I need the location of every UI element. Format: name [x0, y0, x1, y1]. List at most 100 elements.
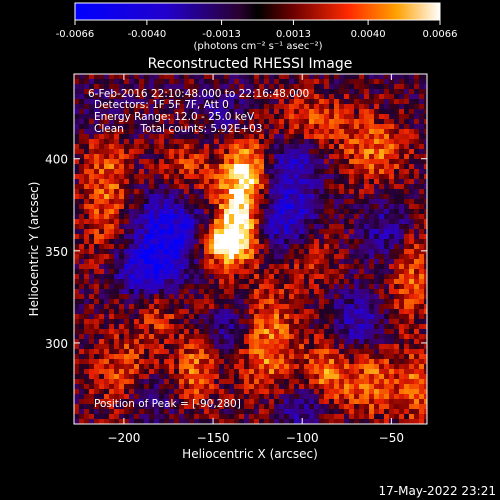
heatmap-cell	[239, 79, 245, 85]
heatmap-cell	[344, 149, 350, 155]
heatmap-cell	[409, 199, 415, 205]
heatmap-cell	[144, 234, 150, 240]
heatmap-cell	[149, 274, 155, 280]
heatmap-cell	[84, 194, 90, 200]
heatmap-cell	[99, 394, 105, 400]
heatmap-cell	[404, 329, 410, 335]
heatmap-cell	[114, 239, 120, 245]
heatmap-cell	[339, 249, 345, 255]
heatmap-cell	[114, 184, 120, 190]
heatmap-cell	[169, 174, 175, 180]
heatmap-cell	[224, 284, 230, 290]
heatmap-cell	[424, 234, 427, 240]
heatmap-cell	[419, 94, 425, 100]
heatmap-cell	[214, 389, 220, 395]
heatmap-cell	[134, 79, 140, 85]
heatmap-cell	[364, 124, 370, 130]
heatmap-cell	[214, 384, 220, 390]
heatmap-cell	[229, 394, 235, 400]
heatmap-cell	[244, 169, 250, 175]
heatmap-cell	[79, 279, 85, 285]
heatmap-cell	[199, 129, 205, 135]
heatmap-cell	[309, 419, 315, 424]
heatmap-cell	[304, 104, 310, 110]
heatmap-cell	[379, 89, 385, 95]
heatmap-cell	[199, 409, 205, 415]
heatmap-cell	[189, 249, 195, 255]
heatmap-cell	[209, 144, 215, 150]
heatmap-cell	[354, 79, 360, 85]
heatmap-cell	[404, 174, 410, 180]
heatmap-cell	[339, 394, 345, 400]
heatmap-cell	[384, 169, 390, 175]
heatmap-cell	[264, 104, 270, 110]
heatmap-cell	[94, 124, 100, 130]
heatmap-cell	[94, 159, 100, 165]
heatmap-cell	[194, 94, 200, 100]
heatmap-cell	[204, 164, 210, 170]
heatmap-cell	[184, 144, 190, 150]
heatmap-cell	[414, 234, 420, 240]
heatmap-cell	[369, 364, 375, 370]
heatmap-cell	[424, 134, 427, 140]
heatmap-cell	[139, 349, 145, 355]
heatmap-cell	[374, 394, 380, 400]
heatmap-cell	[129, 409, 135, 415]
heatmap-cell	[199, 184, 205, 190]
heatmap-cell	[179, 344, 185, 350]
heatmap-cell	[359, 134, 365, 140]
heatmap-cell	[89, 314, 95, 320]
heatmap-cell	[334, 379, 340, 385]
heatmap-cell	[219, 239, 225, 245]
heatmap-cell	[294, 334, 300, 340]
heatmap-cell	[299, 199, 305, 205]
heatmap-cell	[154, 219, 160, 225]
heatmap-cell	[379, 199, 385, 205]
heatmap-cell	[404, 379, 410, 385]
heatmap-cell	[284, 124, 290, 130]
heatmap-cell	[94, 244, 100, 250]
heatmap-cell	[109, 294, 115, 300]
heatmap-cell	[224, 99, 230, 105]
heatmap-cell	[259, 314, 265, 320]
heatmap-cell	[184, 309, 190, 315]
heatmap-cell	[234, 84, 240, 90]
heatmap-cell	[179, 239, 185, 245]
heatmap-cell	[274, 329, 280, 335]
heatmap-cell	[404, 414, 410, 420]
heatmap-cell	[189, 184, 195, 190]
heatmap-cell	[329, 344, 335, 350]
heatmap-cell	[369, 374, 375, 380]
heatmap-cell	[99, 79, 105, 85]
heatmap-cell	[294, 374, 300, 380]
heatmap-cell	[104, 269, 110, 275]
heatmap-cell	[124, 419, 130, 424]
heatmap-cell	[209, 289, 215, 295]
heatmap-cell	[299, 309, 305, 315]
heatmap-cell	[264, 369, 270, 375]
heatmap-cell	[409, 299, 415, 305]
heatmap-cell	[189, 89, 195, 95]
heatmap-cell	[174, 74, 180, 80]
heatmap-cell	[204, 184, 210, 190]
heatmap-cell	[419, 334, 425, 340]
heatmap-cell	[144, 284, 150, 290]
heatmap-cell	[74, 179, 80, 185]
heatmap-cell	[349, 304, 355, 310]
heatmap-cell	[254, 259, 260, 265]
heatmap-cell	[419, 229, 425, 235]
heatmap-cell	[124, 389, 130, 395]
heatmap-cell	[304, 379, 310, 385]
heatmap-cell	[354, 254, 360, 260]
heatmap-cell	[404, 254, 410, 260]
heatmap-cell	[119, 99, 125, 105]
heatmap-cell	[179, 134, 185, 140]
heatmap-cell	[99, 159, 105, 165]
heatmap-cell	[274, 394, 280, 400]
heatmap-cell	[84, 84, 90, 90]
heatmap-cell	[269, 329, 275, 335]
heatmap-cell	[74, 289, 80, 295]
heatmap-cell	[159, 179, 165, 185]
heatmap-cell	[109, 394, 115, 400]
heatmap-cell	[339, 129, 345, 135]
